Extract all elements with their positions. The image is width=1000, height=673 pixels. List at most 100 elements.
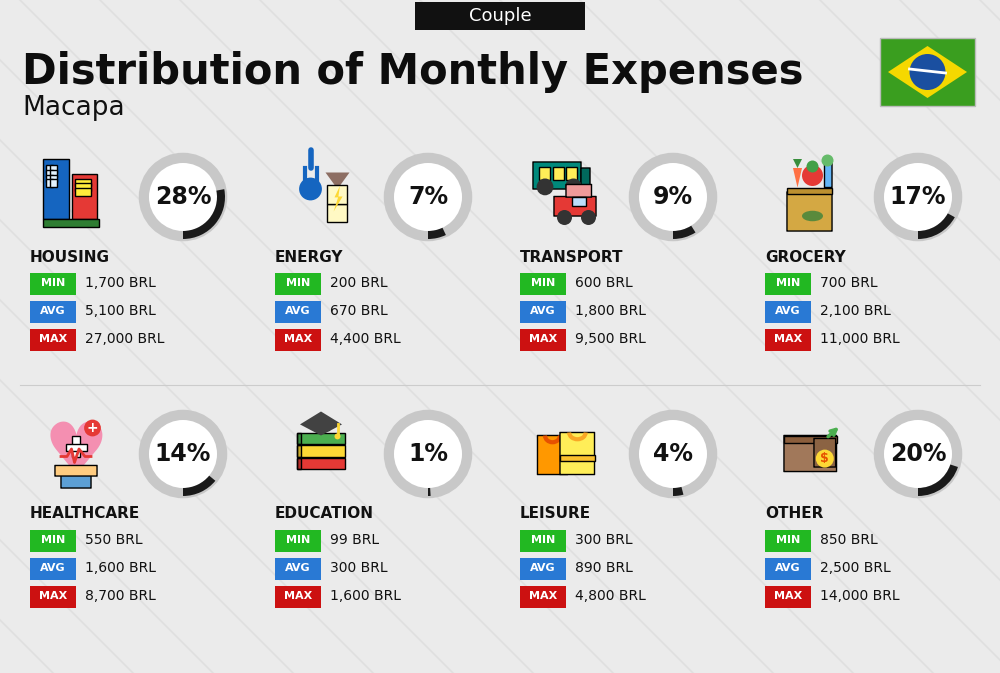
Text: 20%: 20% — [890, 442, 946, 466]
FancyBboxPatch shape — [327, 204, 347, 222]
Circle shape — [806, 160, 818, 172]
FancyBboxPatch shape — [74, 183, 91, 190]
FancyBboxPatch shape — [43, 159, 68, 219]
FancyBboxPatch shape — [50, 165, 57, 172]
FancyBboxPatch shape — [560, 433, 595, 474]
Text: EDUCATION: EDUCATION — [275, 507, 374, 522]
Text: TRANSPORT: TRANSPORT — [520, 250, 624, 264]
Polygon shape — [326, 172, 350, 189]
Polygon shape — [793, 159, 802, 168]
Text: 700 BRL: 700 BRL — [820, 276, 878, 290]
Circle shape — [145, 159, 221, 235]
FancyBboxPatch shape — [30, 301, 76, 323]
Text: 99 BRL: 99 BRL — [330, 533, 379, 547]
FancyBboxPatch shape — [566, 184, 592, 197]
FancyBboxPatch shape — [275, 301, 321, 323]
FancyBboxPatch shape — [46, 170, 53, 177]
Text: MAX: MAX — [529, 591, 557, 601]
Text: 2,500 BRL: 2,500 BRL — [820, 561, 891, 575]
Text: 28%: 28% — [155, 185, 211, 209]
FancyBboxPatch shape — [787, 192, 832, 231]
Text: MIN: MIN — [531, 278, 555, 288]
FancyBboxPatch shape — [520, 329, 566, 351]
Text: 670 BRL: 670 BRL — [330, 304, 388, 318]
Text: MIN: MIN — [776, 278, 800, 288]
Text: Distribution of Monthly Expenses: Distribution of Monthly Expenses — [22, 51, 804, 93]
Text: +: + — [87, 421, 98, 435]
Text: AVG: AVG — [775, 306, 801, 316]
FancyBboxPatch shape — [30, 273, 76, 295]
Text: 2,100 BRL: 2,100 BRL — [820, 304, 891, 318]
Text: 200 BRL: 200 BRL — [330, 276, 388, 290]
Wedge shape — [918, 464, 958, 496]
FancyBboxPatch shape — [566, 166, 577, 180]
Text: 850 BRL: 850 BRL — [820, 533, 878, 547]
FancyBboxPatch shape — [30, 530, 76, 552]
Text: Macapa: Macapa — [22, 95, 125, 121]
FancyBboxPatch shape — [275, 273, 321, 295]
FancyBboxPatch shape — [50, 174, 57, 182]
Text: MIN: MIN — [531, 535, 555, 545]
FancyBboxPatch shape — [415, 2, 585, 30]
Circle shape — [557, 210, 572, 225]
Text: 4,800 BRL: 4,800 BRL — [575, 589, 646, 603]
Text: 9,500 BRL: 9,500 BRL — [575, 332, 646, 346]
Text: 8,700 BRL: 8,700 BRL — [85, 589, 156, 603]
FancyBboxPatch shape — [50, 180, 57, 187]
Text: MAX: MAX — [284, 334, 312, 344]
Text: MAX: MAX — [529, 334, 557, 344]
Text: MIN: MIN — [286, 535, 310, 545]
Wedge shape — [918, 213, 955, 239]
Text: MAX: MAX — [39, 334, 67, 344]
Text: MIN: MIN — [286, 278, 310, 288]
Text: AVG: AVG — [40, 306, 66, 316]
Circle shape — [910, 54, 946, 90]
Circle shape — [581, 210, 596, 225]
Text: HOUSING: HOUSING — [30, 250, 110, 264]
Ellipse shape — [802, 211, 823, 221]
FancyBboxPatch shape — [74, 178, 91, 186]
Text: 4,400 BRL: 4,400 BRL — [330, 332, 401, 346]
FancyBboxPatch shape — [275, 530, 321, 552]
Circle shape — [394, 163, 462, 231]
Circle shape — [84, 419, 101, 436]
Text: 1,700 BRL: 1,700 BRL — [85, 276, 156, 290]
Text: 5,100 BRL: 5,100 BRL — [85, 304, 156, 318]
Text: 14,000 BRL: 14,000 BRL — [820, 589, 900, 603]
Text: OTHER: OTHER — [765, 507, 823, 522]
FancyBboxPatch shape — [43, 219, 98, 227]
FancyBboxPatch shape — [520, 301, 566, 323]
FancyBboxPatch shape — [765, 329, 811, 351]
Text: AVG: AVG — [530, 306, 556, 316]
FancyBboxPatch shape — [554, 197, 596, 216]
Circle shape — [390, 416, 466, 492]
Text: GROCERY: GROCERY — [765, 250, 846, 264]
Circle shape — [635, 159, 711, 235]
FancyBboxPatch shape — [880, 38, 975, 106]
Text: 17%: 17% — [890, 185, 946, 209]
Wedge shape — [183, 189, 225, 239]
Text: 14%: 14% — [155, 442, 211, 466]
Circle shape — [149, 420, 217, 488]
Circle shape — [884, 420, 952, 488]
FancyBboxPatch shape — [297, 446, 301, 457]
Circle shape — [822, 155, 834, 166]
Text: MAX: MAX — [39, 591, 67, 601]
FancyBboxPatch shape — [50, 170, 57, 177]
FancyBboxPatch shape — [572, 197, 586, 206]
FancyBboxPatch shape — [297, 433, 345, 444]
Wedge shape — [673, 225, 696, 239]
FancyBboxPatch shape — [275, 558, 321, 580]
Text: AVG: AVG — [775, 563, 801, 573]
FancyBboxPatch shape — [784, 435, 837, 472]
Text: 300 BRL: 300 BRL — [330, 561, 388, 575]
Circle shape — [639, 420, 707, 488]
Text: 9%: 9% — [653, 185, 693, 209]
Text: MIN: MIN — [41, 278, 65, 288]
FancyBboxPatch shape — [66, 444, 87, 451]
Circle shape — [802, 165, 823, 186]
Text: LEISURE: LEISURE — [520, 507, 591, 522]
Text: AVG: AVG — [285, 563, 311, 573]
FancyBboxPatch shape — [814, 439, 836, 467]
FancyBboxPatch shape — [46, 180, 53, 187]
